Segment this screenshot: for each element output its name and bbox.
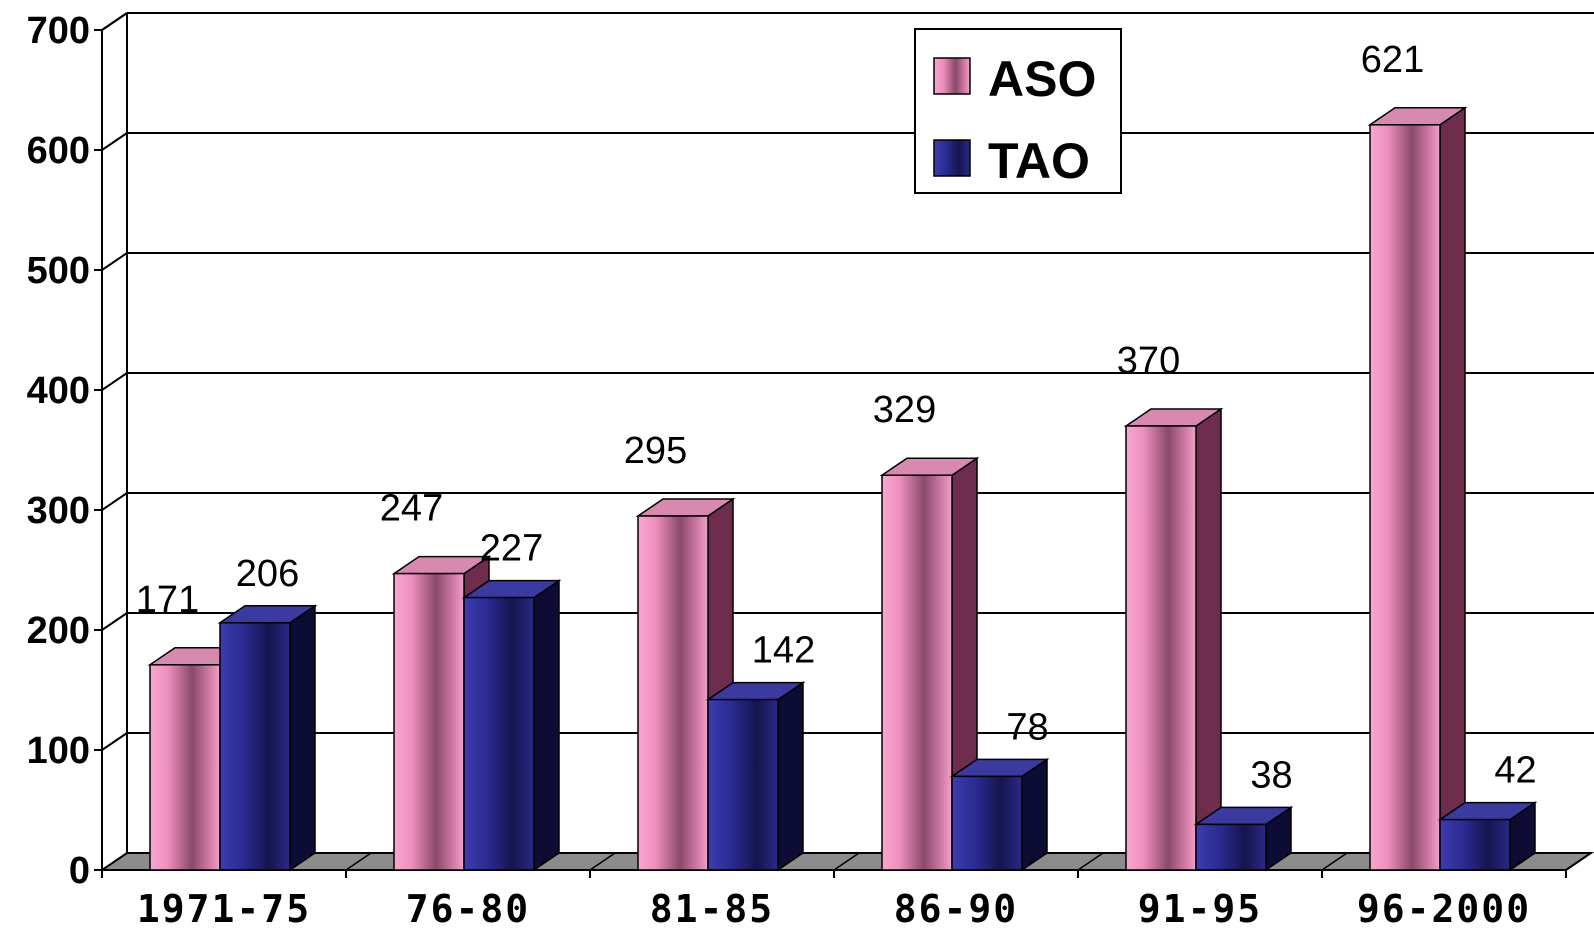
bar-front	[219, 622, 291, 871]
y-tick-label: 600	[27, 130, 90, 172]
gridline-side	[101, 132, 128, 151]
gridline-side	[101, 372, 128, 391]
bar-tao	[461, 579, 562, 872]
y-tick-label: 700	[27, 10, 90, 52]
gridline-side	[101, 252, 128, 271]
data-label-tao: 38	[1250, 754, 1292, 796]
bar-front	[1369, 124, 1441, 871]
data-labels: 171 247 295 329 370 621 206 227 142 78 38 42	[136, 39, 1537, 797]
bar-aso	[1123, 407, 1224, 872]
x-tick-label: 91-95	[1138, 887, 1262, 931]
bar-tao	[705, 681, 806, 872]
bar-front	[881, 474, 953, 871]
bar-tao	[1437, 801, 1538, 872]
floor-divider	[589, 852, 616, 871]
data-label-tao: 227	[480, 528, 543, 570]
legend-label-tao: TAO	[988, 133, 1090, 189]
bar-aso	[1367, 106, 1468, 872]
bar-front	[1195, 823, 1267, 871]
legend-label-aso: ASO	[988, 51, 1096, 107]
data-label-aso: 621	[1361, 39, 1424, 81]
data-label-tao: 42	[1494, 750, 1536, 792]
data-label-aso: 370	[1117, 340, 1180, 382]
x-tick-label: 86-90	[894, 887, 1018, 931]
bar-front	[463, 596, 535, 871]
x-tick-label: 1971-75	[137, 887, 311, 931]
y-tick-label: 0	[69, 850, 90, 892]
y-tick-label: 400	[27, 370, 90, 412]
bar-side	[1021, 757, 1048, 872]
bar-front	[149, 664, 221, 871]
bar-side	[777, 681, 804, 872]
y-tick-label: 200	[27, 610, 90, 652]
gridline-side	[101, 612, 128, 631]
y-tick-label: 500	[27, 250, 90, 292]
y-tick-label: 100	[27, 730, 90, 772]
x-tick-label: 76-80	[406, 887, 530, 931]
data-label-aso: 329	[873, 389, 936, 431]
floor-divider	[1321, 852, 1348, 871]
bar-side	[289, 604, 316, 872]
bar-tao	[949, 757, 1050, 872]
wall-top-edge	[101, 12, 128, 31]
bars	[147, 106, 1538, 872]
y-tick-label: 300	[27, 490, 90, 532]
data-label-aso: 171	[136, 579, 199, 621]
data-label-aso: 247	[380, 488, 443, 530]
floor-divider	[345, 852, 372, 871]
data-label-tao: 206	[236, 553, 299, 595]
gridline-side	[101, 492, 128, 511]
bar-front	[393, 572, 465, 871]
data-label-tao: 142	[752, 630, 815, 672]
data-label-tao: 78	[1006, 706, 1048, 748]
x-tick-label: 96-2000	[1357, 887, 1531, 931]
legend-swatch-aso	[933, 57, 971, 95]
bar-front	[1125, 425, 1197, 871]
floor-divider	[833, 852, 860, 871]
bar-front	[951, 775, 1023, 871]
data-label-aso: 295	[624, 430, 687, 472]
bar-side	[1195, 407, 1222, 872]
bar-side	[1439, 106, 1466, 872]
floor-divider	[1565, 852, 1592, 871]
axes: 0 100 200 300 400 500 600 700 1971-75 76-80 81-85 8…	[27, 10, 1594, 931]
bar-side	[533, 579, 560, 872]
bar-front	[637, 515, 709, 871]
bar-tao	[217, 604, 318, 872]
legend-swatch-tao	[933, 139, 971, 177]
x-tick-label: 81-85	[650, 887, 774, 931]
legend: ASO TAO	[914, 28, 1122, 194]
gridline-side	[101, 732, 128, 751]
bar-front	[1439, 818, 1511, 871]
floor-divider	[1077, 852, 1104, 871]
bar-front	[707, 698, 779, 871]
bar-tao	[1193, 805, 1294, 872]
